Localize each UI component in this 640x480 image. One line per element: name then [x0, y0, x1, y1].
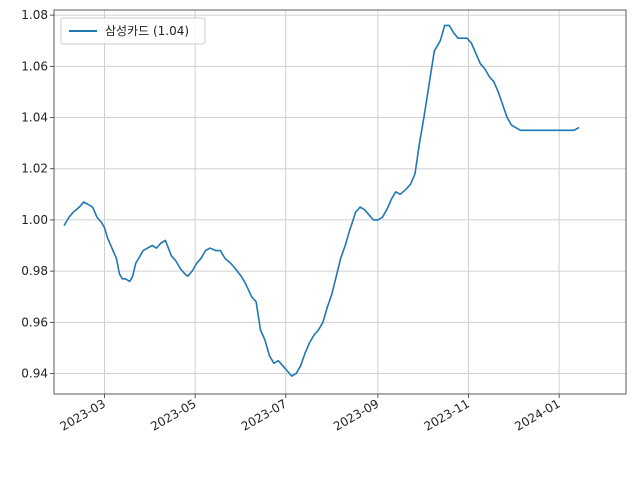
series-layer: [63, 24, 580, 377]
y-tick-label: 0.96: [21, 315, 48, 329]
y-tick-label: 1.00: [21, 213, 48, 227]
y-tick-label: 1.04: [21, 111, 48, 125]
y-tick-label: 0.94: [21, 367, 48, 381]
legend: 삼성카드 (1.04): [60, 17, 206, 45]
y-tick-label: 1.06: [21, 59, 48, 73]
legend-label: 삼성카드 (1.04): [105, 24, 189, 38]
plot-frame: [53, 9, 627, 395]
series-line-0: [63, 24, 580, 377]
grid: [54, 10, 626, 394]
y-tick-label: 1.02: [21, 162, 48, 176]
legend-box: [60, 17, 206, 45]
y-tick-label: 1.08: [21, 8, 48, 22]
y-tick-label: 0.98: [21, 264, 48, 278]
